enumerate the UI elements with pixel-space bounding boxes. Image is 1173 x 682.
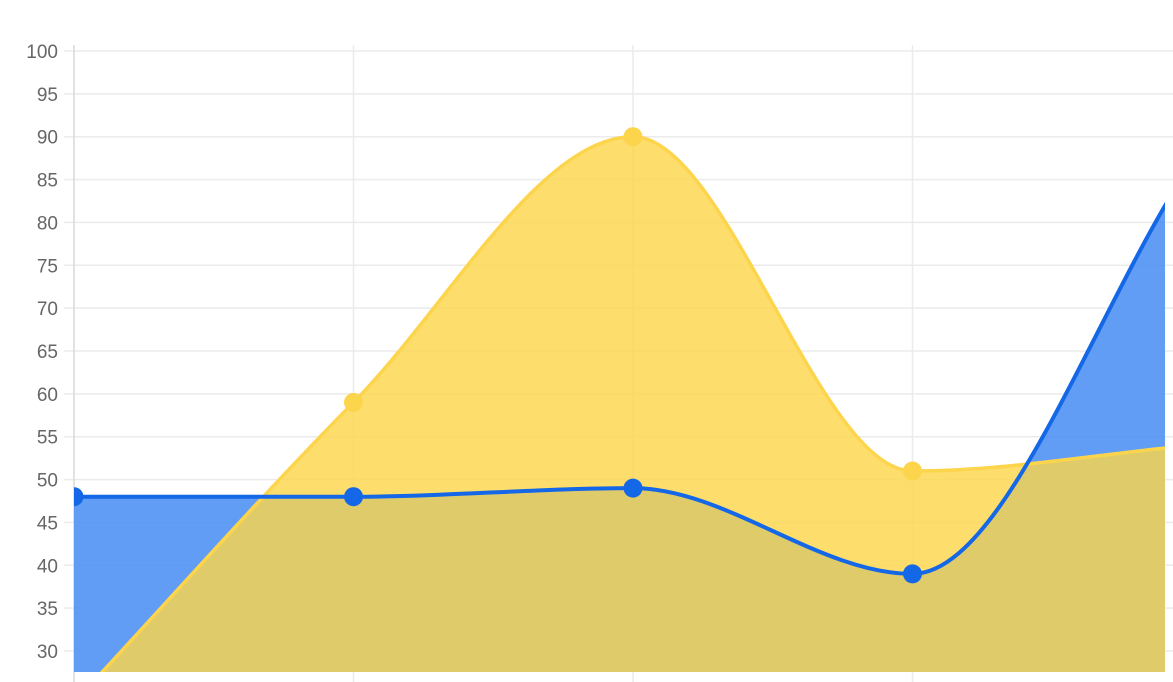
y-axis: 100 95 90 85 80 75 70 65 60 55 50 45 40 35 30 (26, 42, 58, 663)
series-layer (74, 134, 1165, 672)
series-2-point (903, 564, 922, 584)
series-2-line (74, 201, 1165, 576)
series-1-point (903, 461, 922, 481)
y-tick-label: 90 (37, 128, 58, 149)
series-2-point (74, 487, 84, 507)
y-tick-label: 60 (37, 385, 58, 406)
y-tick-label: 50 (37, 471, 58, 492)
y-tick-label: 95 (37, 85, 58, 106)
series-2-point (623, 478, 643, 498)
y-tick-label: 100 (26, 42, 58, 63)
y-tick-label: 80 (37, 213, 58, 234)
y-tick-label: 55 (37, 428, 58, 449)
y-tick-label: 70 (37, 299, 58, 320)
y-tick-label: 35 (37, 599, 58, 620)
y-tick-label: 40 (37, 556, 58, 577)
y-tick-label: 30 (37, 642, 58, 663)
y-tick-label: 65 (37, 342, 58, 363)
series-2-point (344, 487, 363, 507)
y-tick-label: 45 (37, 513, 58, 534)
series-1-area (102, 136, 1165, 672)
points-layer (74, 127, 922, 584)
series-1-point (623, 127, 643, 147)
y-tick-label: 85 (37, 171, 58, 192)
series-1-point (344, 392, 363, 412)
y-tick-label: 75 (37, 256, 58, 277)
